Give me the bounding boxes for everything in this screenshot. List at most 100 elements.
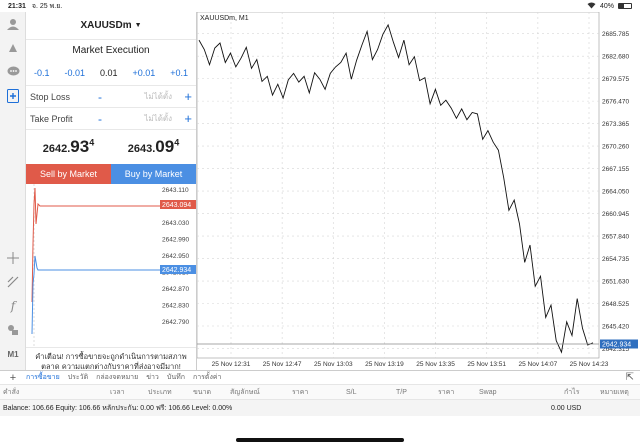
current-price-tag: 2642.934	[602, 341, 631, 348]
y-tick-label: 2667.155	[602, 166, 629, 173]
x-tick-label: 25 Nov 13:35	[416, 361, 455, 368]
price-series-line	[198, 23, 594, 354]
ask-price: 2643.094	[127, 137, 180, 156]
y-tick-label: 2651.630	[602, 279, 629, 286]
tick-ask-tag-box	[160, 200, 196, 209]
function-icon[interactable]: f	[10, 299, 16, 313]
symbol-selector[interactable]: XAUUSDm ▼	[26, 12, 196, 40]
volume-value[interactable]: 0.01	[99, 67, 118, 78]
volume-plus-01[interactable]: +0.1	[170, 67, 188, 78]
orders-table-header: คำสั่ง เวลา ประเภท ขนาด สัญลักษณ์ ราคา S…	[0, 384, 640, 400]
col-swap: Swap	[479, 388, 497, 396]
y-tick-label: 2648.525	[602, 301, 629, 308]
crosshair-icon[interactable]	[5, 250, 21, 266]
col-type: ประเภท	[148, 388, 172, 396]
tab-history[interactable]: ประวัติ	[67, 374, 89, 381]
stop-loss-minus-button[interactable]: -	[98, 89, 102, 104]
stop-loss-input[interactable]: ไม่ได้ตั้ง	[144, 92, 172, 101]
y-tick-label: 2660.945	[602, 211, 629, 218]
tick-price-label: 2642.990	[162, 237, 189, 244]
execution-warning: คำเตือน! การซื้อขายจะถูกดำเนินการตามสภาพ…	[35, 352, 187, 372]
home-indicator[interactable]	[236, 438, 404, 442]
share-icon[interactable]	[5, 40, 21, 56]
tick-ask-tag: 2643.094	[162, 202, 191, 209]
take-profit-row: Take Profit - ไม่ได้ตั้ง +	[26, 108, 196, 130]
tick-price-label: 2642.790	[162, 319, 189, 326]
execution-type[interactable]: Market Execution	[72, 44, 150, 56]
tab-news[interactable]: ข่าว	[146, 374, 159, 381]
tab-trade[interactable]: การซื้อขาย	[26, 374, 60, 381]
tick-price-label: 2642.870	[162, 286, 189, 293]
status-right: 40%	[587, 2, 632, 11]
status-time: 21:31	[8, 2, 26, 10]
timeframe-button[interactable]: M1	[7, 349, 19, 359]
y-tick-label: 2645.420	[602, 323, 629, 330]
caret-down-icon: ▼	[134, 22, 142, 29]
battery-percent: 40%	[599, 2, 614, 10]
volume-plus-001[interactable]: +0.01	[132, 67, 156, 78]
price-chart-svg: 2685.785 2682.680 2679.575 2676.470 2673.365…	[196, 11, 638, 368]
x-tick-label: 25 Nov 12:47	[263, 361, 302, 368]
battery-icon	[618, 3, 632, 9]
col-time: เวลา	[110, 388, 125, 396]
tab-journal[interactable]: บันทึก	[166, 374, 185, 381]
user-icon[interactable]	[5, 16, 21, 32]
stop-loss-row: Stop Loss - ไม่ได้ตั้ง +	[26, 86, 196, 108]
total-profit: 0.00 USD	[551, 404, 582, 412]
y-tick-label: 2642.315	[602, 346, 629, 353]
y-tick-label: 2679.575	[602, 76, 629, 83]
order-panel: XAUUSDm ▼ Market Execution -0.1 -0.01 0.…	[26, 12, 197, 371]
volume-row: -0.1 -0.01 0.01 +0.01 +0.1	[26, 60, 196, 86]
chat-icon[interactable]	[5, 64, 21, 80]
trade-buttons: Sell by Market Buy by Market	[26, 164, 196, 184]
expand-icon[interactable]: ⇱	[625, 372, 634, 383]
buy-by-market-button[interactable]: Buy by Market	[111, 164, 196, 184]
tick-price-label: 2643.030	[162, 220, 189, 227]
take-profit-minus-button[interactable]: -	[98, 111, 102, 126]
col-sl: S/L	[346, 388, 357, 396]
price-chart[interactable]: 2685.785 2682.680 2679.575 2676.470 2673.365…	[196, 11, 640, 370]
take-profit-plus-button[interactable]: +	[184, 111, 192, 126]
tick-bid-tag-box	[160, 265, 196, 274]
tick-price-label: 2642.830	[162, 303, 189, 310]
col-size: ขนาด	[193, 388, 212, 396]
sell-by-market-button[interactable]: Sell by Market	[26, 164, 111, 184]
objects-icon[interactable]	[5, 322, 21, 338]
x-tick-label: 25 Nov 13:03	[314, 361, 353, 368]
bottom-tabs: + การซื้อขาย ประวัติ กล่องจดหมาย ข่าว บั…	[0, 370, 640, 384]
y-tick-label: 2664.050	[602, 189, 629, 196]
volume-minus-01[interactable]: -0.1	[34, 67, 50, 78]
col-price: ราคา	[292, 388, 309, 396]
y-tick-label: 2685.785	[602, 31, 629, 38]
col-symbol: สัญลักษณ์	[230, 388, 260, 396]
status-bar: 21:31 จ. 25 พ.ย. 40%	[0, 0, 640, 12]
col-profit: กำไร	[564, 388, 580, 396]
y-tick-label: 2657.840	[602, 234, 629, 241]
lines-icon[interactable]	[5, 274, 21, 290]
tab-settings[interactable]: การตั้งค่า	[192, 374, 222, 381]
stop-loss-plus-button[interactable]: +	[184, 89, 192, 104]
x-tick-label: 25 Nov 14:23	[570, 361, 609, 368]
volume-minus-001[interactable]: -0.01	[64, 67, 85, 78]
wifi-icon	[587, 2, 596, 11]
tick-price-label: 2642.950	[162, 253, 189, 260]
take-profit-label: Take Profit	[30, 113, 73, 124]
x-tick-label: 25 Nov 13:19	[365, 361, 404, 368]
new-order-icon[interactable]	[5, 88, 21, 104]
tick-chart-svg: 2643.1102643.0702643.0302642.9902642.950…	[31, 184, 196, 348]
take-profit-input[interactable]: ไม่ได้ตั้ง	[144, 114, 172, 123]
tick-bid-tag: 2642.934	[162, 267, 191, 274]
add-icon[interactable]: +	[9, 371, 17, 384]
current-price-tag-box	[600, 339, 638, 349]
tab-mailbox[interactable]: กล่องจดหมาย	[96, 374, 139, 381]
balance-row: Balance: 106.66 Equity: 106.66 หลักประกั…	[0, 400, 640, 416]
plot-frame	[196, 11, 600, 359]
stop-loss-label: Stop Loss	[30, 91, 71, 102]
tick-ask-line	[31, 187, 161, 303]
x-tick-label: 25 Nov 12:31	[212, 361, 251, 368]
y-tick-label: 2670.260	[602, 144, 629, 151]
col-current-price: ราคา	[438, 388, 455, 396]
x-tick-label: 25 Nov 14:07	[519, 361, 558, 368]
balance-text: Balance: 106.66 Equity: 106.66 หลักประกั…	[3, 404, 233, 412]
left-toolbar: f M1	[0, 12, 26, 370]
